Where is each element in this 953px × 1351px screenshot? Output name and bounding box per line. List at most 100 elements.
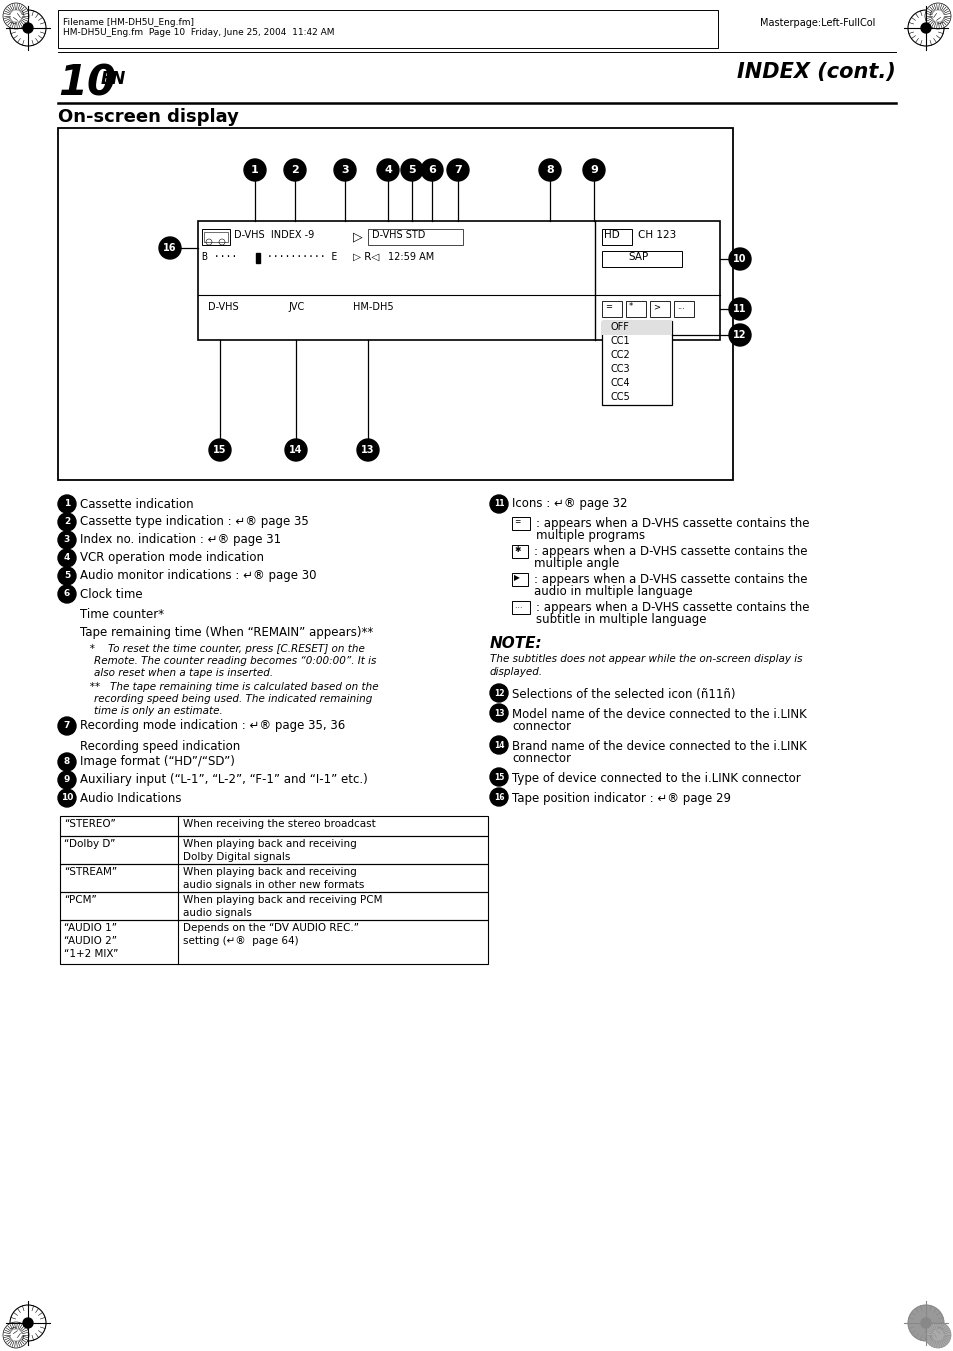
Text: VCR operation mode indication: VCR operation mode indication bbox=[80, 551, 264, 565]
Text: 4: 4 bbox=[384, 165, 392, 176]
Circle shape bbox=[490, 788, 507, 807]
Bar bbox=[601, 251, 681, 267]
Text: CC3: CC3 bbox=[610, 363, 629, 374]
Text: 9: 9 bbox=[590, 165, 598, 176]
Circle shape bbox=[159, 236, 181, 259]
Text: : appears when a D-VHS cassette contains the: : appears when a D-VHS cassette contains… bbox=[534, 544, 806, 558]
Circle shape bbox=[920, 1319, 930, 1328]
Circle shape bbox=[538, 159, 560, 181]
Text: Remote. The counter reading becomes “0:00:00”. It is: Remote. The counter reading becomes “0:0… bbox=[94, 657, 376, 666]
Text: “AUDIO 2”: “AUDIO 2” bbox=[64, 936, 117, 946]
Text: 16: 16 bbox=[494, 793, 504, 801]
Text: Depends on the “DV AUDIO REC.”: Depends on the “DV AUDIO REC.” bbox=[183, 923, 358, 934]
Text: …: … bbox=[514, 601, 521, 611]
Text: OFF: OFF bbox=[610, 322, 629, 332]
Text: Selections of the selected icon (ñ11ñ): Selections of the selected icon (ñ11ñ) bbox=[512, 688, 735, 701]
Text: 15: 15 bbox=[494, 773, 503, 781]
Circle shape bbox=[728, 299, 750, 320]
Text: 10: 10 bbox=[733, 254, 746, 263]
Text: audio signals: audio signals bbox=[183, 908, 252, 917]
Text: 8: 8 bbox=[64, 758, 71, 766]
Text: connector: connector bbox=[512, 720, 571, 734]
Circle shape bbox=[907, 1305, 943, 1342]
Text: 14: 14 bbox=[494, 740, 504, 750]
Text: 9: 9 bbox=[64, 775, 71, 785]
Bar bbox=[58, 128, 732, 480]
Circle shape bbox=[285, 439, 307, 461]
Text: HM-DH5: HM-DH5 bbox=[353, 303, 394, 312]
Bar bbox=[601, 322, 671, 335]
Text: Audio Indications: Audio Indications bbox=[80, 792, 181, 804]
Circle shape bbox=[490, 736, 507, 754]
Text: 15: 15 bbox=[213, 444, 227, 455]
Bar bbox=[60, 892, 488, 920]
Text: “1+2 MIX”: “1+2 MIX” bbox=[64, 948, 118, 959]
Circle shape bbox=[284, 159, 306, 181]
Text: Brand name of the device connected to the i.LINK: Brand name of the device connected to th… bbox=[512, 740, 806, 753]
Text: Recording speed indication: Recording speed indication bbox=[80, 740, 240, 753]
Text: audio signals in other new formats: audio signals in other new formats bbox=[183, 880, 364, 890]
Text: 10: 10 bbox=[58, 62, 116, 104]
Text: D-VHS: D-VHS bbox=[208, 303, 238, 312]
Text: 7: 7 bbox=[64, 721, 71, 731]
Text: ▶: ▶ bbox=[514, 573, 519, 582]
Text: 12:59 AM: 12:59 AM bbox=[388, 253, 434, 262]
Text: : appears when a D-VHS cassette contains the: : appears when a D-VHS cassette contains… bbox=[536, 601, 809, 613]
Text: ...: ... bbox=[677, 303, 684, 311]
Text: *    To reset the time counter, press [C.RESET] on the: * To reset the time counter, press [C.RE… bbox=[80, 644, 364, 654]
Text: 1: 1 bbox=[64, 500, 71, 508]
Text: 6: 6 bbox=[428, 165, 436, 176]
Text: On-screen display: On-screen display bbox=[58, 108, 238, 126]
Circle shape bbox=[728, 324, 750, 346]
Text: displayed.: displayed. bbox=[490, 667, 542, 677]
Circle shape bbox=[400, 159, 422, 181]
Bar bbox=[368, 230, 462, 245]
Circle shape bbox=[490, 494, 507, 513]
Circle shape bbox=[58, 585, 76, 603]
Text: Masterpage:Left-FullCol: Masterpage:Left-FullCol bbox=[760, 18, 875, 28]
Text: Cassette indication: Cassette indication bbox=[80, 497, 193, 511]
Circle shape bbox=[924, 3, 950, 28]
Text: “AUDIO 1”: “AUDIO 1” bbox=[64, 923, 117, 934]
Text: “PCM”: “PCM” bbox=[64, 894, 96, 905]
Text: 11: 11 bbox=[494, 500, 504, 508]
Circle shape bbox=[490, 767, 507, 786]
Text: >: > bbox=[652, 303, 659, 311]
Text: : appears when a D-VHS cassette contains the: : appears when a D-VHS cassette contains… bbox=[534, 573, 806, 586]
Text: 13: 13 bbox=[494, 708, 504, 717]
Text: subtitle in multiple language: subtitle in multiple language bbox=[536, 613, 706, 626]
Text: ✱: ✱ bbox=[514, 544, 519, 554]
Circle shape bbox=[356, 439, 378, 461]
Bar bbox=[60, 920, 488, 965]
Bar bbox=[58, 9, 718, 49]
Circle shape bbox=[907, 9, 943, 46]
Text: **   The tape remaining time is calculated based on the: ** The tape remaining time is calculated… bbox=[80, 682, 378, 692]
Text: When playing back and receiving: When playing back and receiving bbox=[183, 867, 356, 877]
Circle shape bbox=[3, 1323, 29, 1348]
Text: ·········· E: ·········· E bbox=[261, 253, 337, 262]
Text: HD: HD bbox=[603, 230, 619, 240]
Text: When playing back and receiving: When playing back and receiving bbox=[183, 839, 356, 848]
Text: Image format (“HD”/“SD”): Image format (“HD”/“SD”) bbox=[80, 755, 234, 769]
Text: 12: 12 bbox=[494, 689, 504, 697]
Text: 16: 16 bbox=[163, 243, 176, 253]
Bar bbox=[601, 322, 671, 405]
Bar bbox=[60, 865, 488, 892]
Text: also reset when a tape is inserted.: also reset when a tape is inserted. bbox=[94, 667, 273, 678]
Text: Auxiliary input (“L-1”, “L-2”, “F-1” and “I-1” etc.): Auxiliary input (“L-1”, “L-2”, “F-1” and… bbox=[80, 774, 367, 786]
Bar bbox=[512, 544, 527, 558]
Circle shape bbox=[58, 567, 76, 585]
Bar bbox=[512, 573, 527, 586]
Text: =: = bbox=[514, 517, 519, 526]
Text: multiple angle: multiple angle bbox=[534, 557, 618, 570]
Bar bbox=[673, 301, 693, 317]
Text: Model name of the device connected to the i.LINK: Model name of the device connected to th… bbox=[512, 708, 806, 721]
Text: ▷: ▷ bbox=[353, 230, 362, 243]
Circle shape bbox=[58, 789, 76, 807]
Bar bbox=[60, 816, 488, 836]
Bar bbox=[601, 301, 621, 317]
Text: CC1: CC1 bbox=[610, 336, 629, 346]
Circle shape bbox=[209, 439, 231, 461]
Circle shape bbox=[376, 159, 398, 181]
Circle shape bbox=[490, 704, 507, 721]
